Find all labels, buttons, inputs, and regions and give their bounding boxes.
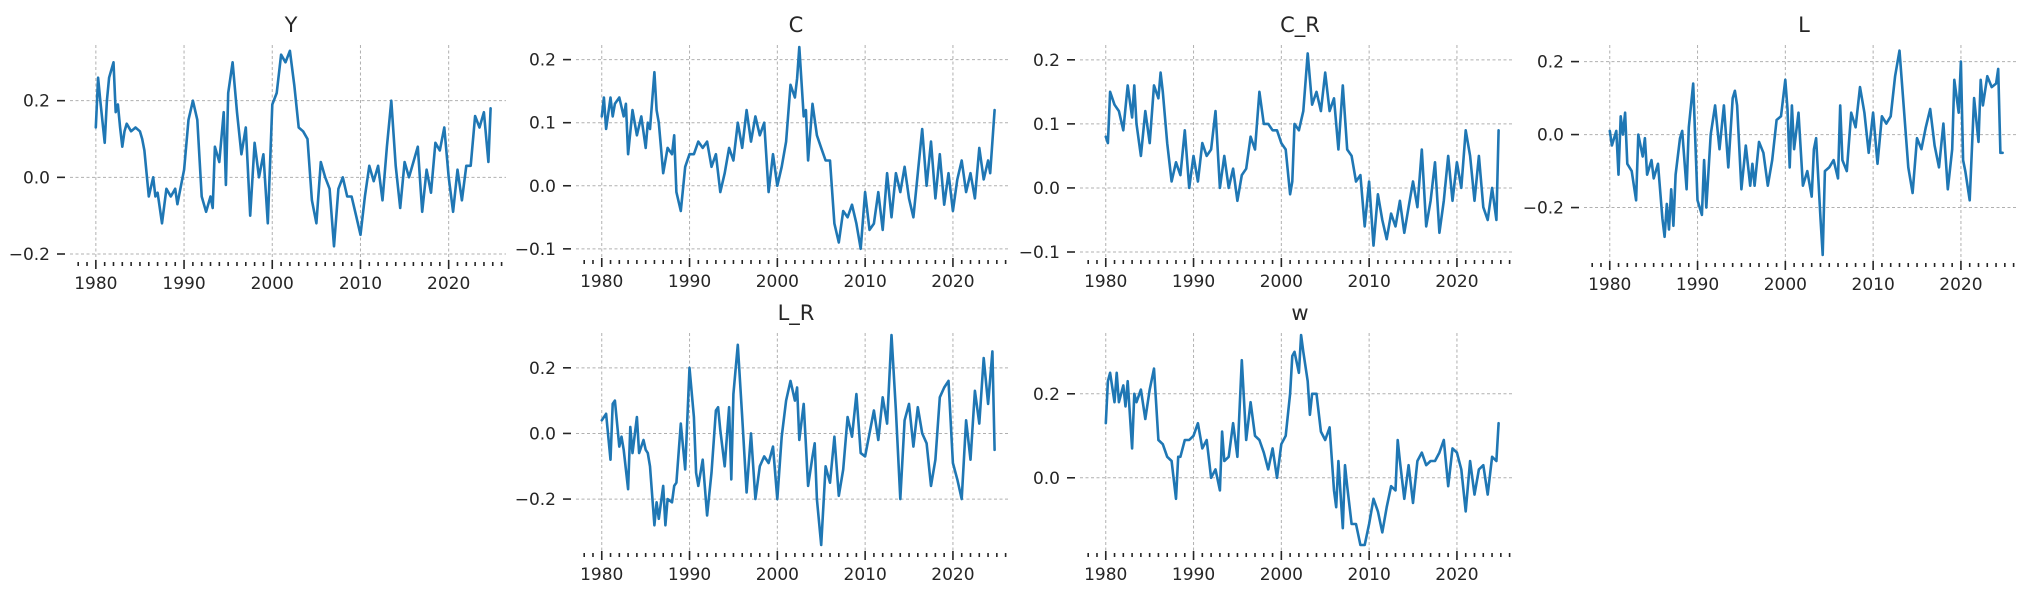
x-tick-label: 1990 [668, 565, 711, 585]
x-tick-label: 2000 [1260, 565, 1303, 585]
x-tick-label: 1990 [1172, 565, 1215, 585]
x-tick-label: 2010 [844, 272, 887, 292]
panel-L_R: L_R 1980 1990 2000 2010 2020 −0.2 0.0 0.2 [515, 301, 1010, 585]
series-line-Y [94, 49, 492, 248]
panel-C: C 1980 1990 2000 2010 2020 −0.1 0.0 0.1 0.2 [515, 13, 1010, 292]
x-tick-label: 2000 [1764, 275, 1807, 295]
y-tick-label: 0.1 [1033, 115, 1060, 135]
x-tick-label: 2010 [1348, 565, 1391, 585]
y-tick-label: 0.0 [529, 177, 556, 197]
y-tick-label: 0.0 [23, 168, 50, 188]
x-tick-label: 2010 [339, 274, 382, 294]
x-tick-label: 1980 [1084, 565, 1127, 585]
x-tick-label: 2000 [251, 274, 294, 294]
x-tick-label: 2020 [931, 565, 974, 585]
x-tick-label: 2000 [756, 565, 799, 585]
x-tick-label: 1990 [668, 272, 711, 292]
y-tick-label: 0.1 [529, 114, 556, 134]
panel-title: C [789, 13, 804, 37]
panel-title: L_R [778, 301, 815, 326]
series-line-w [1104, 333, 1500, 547]
y-tick-label: 0.0 [1033, 179, 1060, 199]
y-tick-label: −0.2 [515, 490, 556, 510]
y-tick-label: −0.2 [9, 245, 50, 265]
y-tick-label: 0.2 [23, 92, 50, 112]
panel-title: w [1291, 301, 1308, 325]
x-tick-label: 2020 [931, 272, 974, 292]
x-tick-label: 1990 [1676, 275, 1719, 295]
x-tick-label: 2020 [1939, 275, 1982, 295]
panel-w: w 1980 1990 2000 2010 2020 0.0 0.2 [1033, 301, 1514, 585]
x-tick-label: 2010 [1852, 275, 1895, 295]
x-tick-label: 1980 [580, 272, 623, 292]
x-tick-label: 1990 [162, 274, 205, 294]
series-line-L_R [600, 333, 996, 547]
x-tick-label: 2010 [1348, 272, 1391, 292]
y-tick-label: 0.0 [529, 424, 556, 444]
x-tick-label: 2020 [427, 274, 470, 294]
y-tick-label: −0.2 [1523, 199, 1564, 219]
y-tick-label: 0.0 [1537, 126, 1564, 146]
x-tick-label: 1980 [1084, 272, 1127, 292]
series-line-C [600, 45, 996, 251]
y-tick-label: 0.2 [1537, 53, 1564, 73]
y-tick-label: −0.1 [515, 240, 556, 260]
panel-title: Y [284, 13, 298, 37]
panel-title: C_R [1280, 13, 1320, 38]
x-tick-label: 2020 [1435, 272, 1478, 292]
x-tick-label: 2000 [756, 272, 799, 292]
panel-L: L 1980 1990 2000 2010 2020 −0.2 0.0 0.2 [1523, 13, 2018, 295]
panel-Y: Y 1980 1990 2000 2010 2020 −0.2 0.0 0.2 [9, 13, 506, 294]
series-line-L [1608, 49, 2004, 257]
panel-title: L [1798, 13, 1810, 37]
y-tick-label: 0.2 [1033, 385, 1060, 405]
x-tick-label: 1990 [1172, 272, 1215, 292]
x-tick-label: 1980 [580, 565, 623, 585]
y-tick-label: 0.0 [1033, 469, 1060, 489]
series-line-C_R [1104, 52, 1500, 247]
x-tick-label: 1980 [1588, 275, 1631, 295]
x-tick-label: 1980 [74, 274, 117, 294]
y-tick-label: 0.2 [529, 359, 556, 379]
x-tick-label: 2010 [844, 565, 887, 585]
x-tick-label: 2020 [1435, 565, 1478, 585]
panel-C_R: C_R 1980 1990 2000 2010 2020 −0.1 0.0 0.1 0.2 [1019, 13, 1514, 292]
x-tick-label: 2000 [1260, 272, 1303, 292]
y-tick-label: −0.1 [1019, 243, 1060, 263]
y-tick-label: 0.2 [529, 51, 556, 71]
y-tick-label: 0.2 [1033, 51, 1060, 71]
